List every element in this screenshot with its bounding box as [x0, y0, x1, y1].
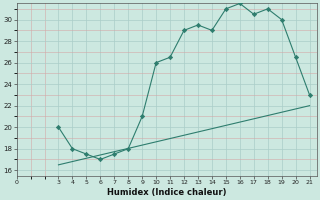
X-axis label: Humidex (Indice chaleur): Humidex (Indice chaleur)	[107, 188, 226, 197]
